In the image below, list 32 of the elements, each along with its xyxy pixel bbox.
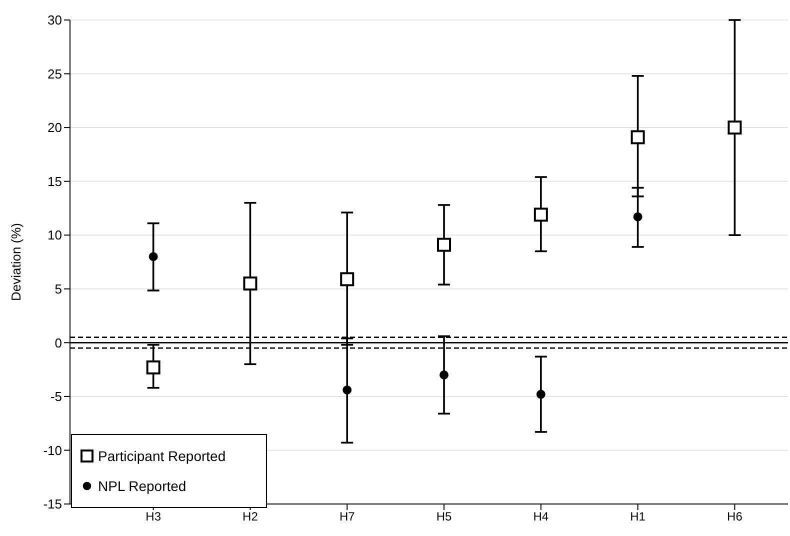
x-tick-label: H4 (533, 510, 549, 524)
point (340, 272, 354, 286)
y-tick-label: 30 (48, 12, 62, 28)
x-tick-label: H3 (146, 510, 162, 524)
x-tick-label: H6 (727, 510, 743, 524)
x-tick-label: H1 (630, 510, 646, 524)
y-tick-label: -5 (50, 389, 62, 404)
y-tick-label: 10 (48, 228, 62, 243)
legend-label: NPL Reported (98, 478, 186, 494)
point (440, 370, 449, 380)
x-tick-label: H5 (436, 510, 452, 524)
y-tick-label: 15 (48, 174, 62, 189)
x-tick-label: H7 (339, 510, 356, 524)
point (437, 238, 452, 252)
y-tick-label: -10 (43, 442, 62, 458)
y-tick-label: 20 (48, 120, 62, 136)
y-tick-label: -15 (43, 496, 62, 512)
point (633, 212, 642, 222)
x-tick-label: H2 (242, 510, 258, 524)
y-axis-title: Deviation (%) (8, 222, 24, 302)
y-tick-label: 5 (54, 282, 62, 297)
point (148, 252, 158, 262)
point (534, 208, 548, 222)
point (536, 390, 546, 399)
point (243, 276, 258, 291)
y-tick-label: 25 (48, 66, 62, 82)
point (146, 360, 160, 374)
y-tick-label: 0 (54, 335, 62, 350)
point (728, 120, 742, 135)
point (342, 385, 352, 394)
legend-label: Participant Reported (98, 448, 226, 464)
point (630, 130, 645, 144)
